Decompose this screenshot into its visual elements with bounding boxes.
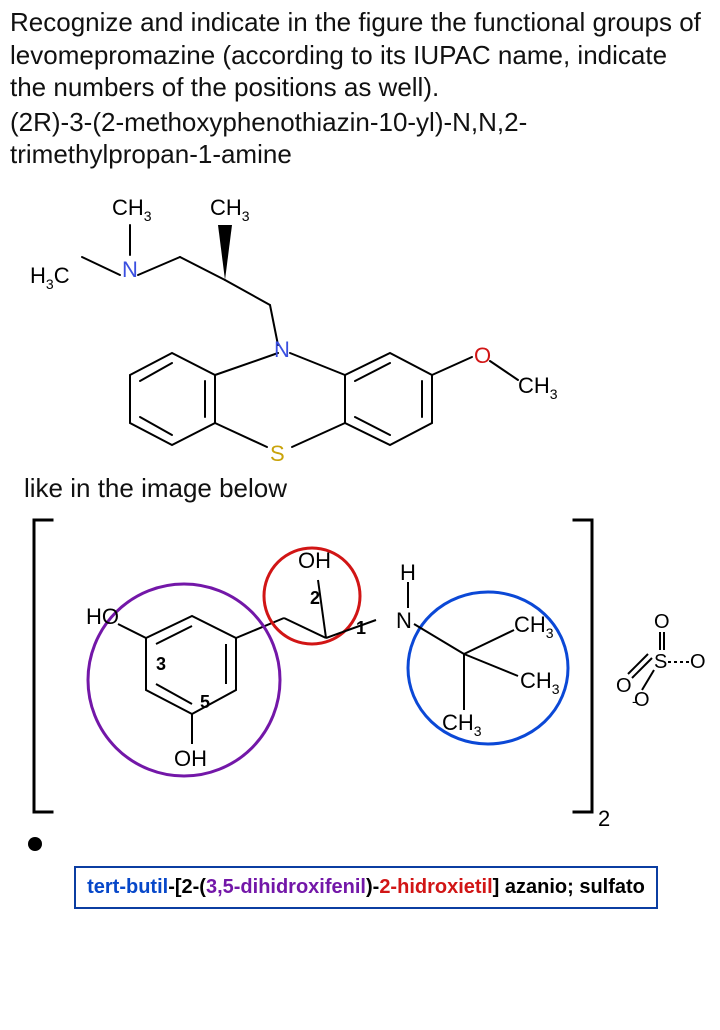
- svg-text:O: O: [634, 689, 650, 711]
- svg-text:N: N: [274, 337, 290, 362]
- svg-text:H3C: H3C: [30, 263, 70, 292]
- structure-levomepromazine: CH3 CH3 H3C N N S O CH3: [20, 185, 560, 465]
- svg-text:N: N: [122, 257, 138, 282]
- heading-like-image-below: like in the image below: [24, 473, 710, 504]
- svg-text:OH: OH: [298, 548, 331, 573]
- question-paragraph: Recognize and indicate in the figure the…: [10, 6, 710, 104]
- legend-bullet: [28, 837, 42, 851]
- iupac-name: (2R)-3-(2-methoxyphenothiazin-10-yl)-N,N…: [10, 106, 710, 171]
- svg-text:2: 2: [310, 588, 320, 608]
- svg-text:S: S: [270, 441, 285, 465]
- svg-text:HO: HO: [86, 604, 119, 629]
- legend-dihydroxy: 3,5-dihidroxifenil: [206, 876, 366, 898]
- svg-text:S: S: [654, 651, 667, 673]
- svg-text:CH3: CH3: [210, 195, 250, 224]
- svg-text:O: O: [474, 343, 491, 368]
- svg-text:N: N: [396, 608, 412, 633]
- legend-sulfato: sulfato: [579, 876, 645, 898]
- structure-reference: 2 HO OH OH: [16, 508, 706, 838]
- svg-text:CH3: CH3: [442, 710, 482, 739]
- svg-text:CH3: CH3: [112, 195, 152, 224]
- svg-text:O-: O-: [690, 647, 706, 673]
- svg-text:1: 1: [356, 618, 366, 638]
- legend-hidroxietil: 2-hidroxietil: [379, 876, 492, 898]
- svg-text:2: 2: [598, 806, 610, 831]
- svg-text:O: O: [616, 675, 632, 697]
- svg-text:OH: OH: [174, 746, 207, 771]
- legend-box: tert-butil-[2-(3,5-dihidroxifenil)-2-hid…: [74, 866, 658, 909]
- legend-azanio: ] azanio;: [493, 876, 580, 898]
- legend-sep2: )-: [366, 876, 379, 898]
- legend-sep1: -[2-(: [168, 876, 206, 898]
- svg-text:CH3: CH3: [518, 373, 558, 402]
- svg-text:3: 3: [156, 654, 166, 674]
- svg-text:CH3: CH3: [520, 668, 560, 697]
- svg-text:O: O: [654, 611, 670, 633]
- svg-text:5: 5: [200, 692, 210, 712]
- legend-tertbutyl: tert-butil: [87, 876, 168, 898]
- svg-text:H: H: [400, 560, 416, 585]
